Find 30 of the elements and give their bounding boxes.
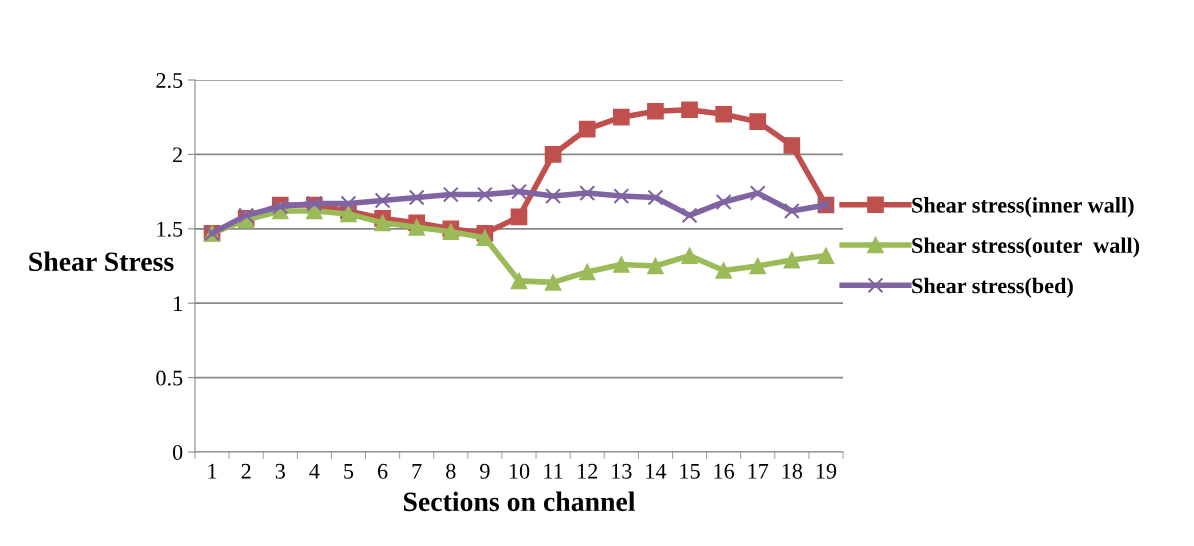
- x-tick-label: 6: [377, 463, 388, 479]
- x-tick-label: 18: [782, 463, 803, 479]
- x-tick-label: 4: [309, 463, 320, 479]
- y-tick-label: 1: [174, 296, 182, 311]
- x-tick-label: 3: [275, 463, 285, 479]
- y-tick-label: 2: [173, 147, 182, 163]
- y-axis-title: Shear Stress: [29, 251, 174, 272]
- x-tick-label: 13: [612, 463, 632, 479]
- y-tick-label: 0.5: [156, 370, 183, 386]
- x-tick-label: 9: [480, 463, 490, 479]
- x-tick-label: 11: [544, 463, 563, 479]
- x-tick-label: 2: [241, 463, 251, 479]
- y-tick-label: 1.5: [157, 221, 183, 237]
- x-tick-label: 17: [748, 463, 769, 479]
- y-tick-label: 0: [172, 444, 183, 460]
- x-tick-label: 7: [412, 463, 422, 479]
- legend-label: Shear stress(bed): [912, 277, 1073, 298]
- x-tick-label: 10: [509, 463, 530, 479]
- x-tick-label: 15: [680, 463, 700, 479]
- x-tick-label: 12: [578, 463, 598, 479]
- x-tick-label: 16: [714, 463, 735, 479]
- legend-label: Shear stress(inner wall): [912, 197, 1134, 218]
- x-tick-label: 5: [344, 463, 354, 479]
- x-tick-label: 19: [816, 463, 837, 479]
- x-tick-label: 14: [646, 463, 667, 479]
- x-axis-title: Sections on channel: [403, 491, 636, 512]
- x-tick-label: 8: [446, 463, 456, 479]
- legend-label: Shear stress(outer wall): [912, 237, 1140, 258]
- x-tick-label: 1: [208, 463, 217, 479]
- y-tick-label: 2.5: [156, 72, 183, 89]
